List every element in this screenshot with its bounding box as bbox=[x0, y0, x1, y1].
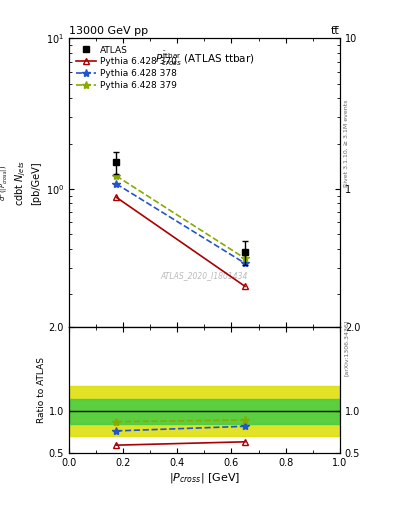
X-axis label: $|P_{cross}|$ [GeV]: $|P_{cross}|$ [GeV] bbox=[169, 471, 240, 485]
Bar bbox=[69, 399, 340, 424]
Text: Rivet 3.1.10, ≥ 3.1M events: Rivet 3.1.10, ≥ 3.1M events bbox=[344, 100, 349, 187]
Bar bbox=[69, 386, 340, 436]
Text: ATLAS_2020_I1801434: ATLAS_2020_I1801434 bbox=[161, 271, 248, 280]
Text: $P^{\bar{\mathrm{t}}\mathrm{tbar}}_{cross}$ (ATLAS ttbar): $P^{\bar{\mathrm{t}}\mathrm{tbar}}_{cros… bbox=[154, 50, 254, 68]
Text: [arXiv:1306.3436]: [arXiv:1306.3436] bbox=[344, 320, 349, 376]
Y-axis label: Ratio to ATLAS: Ratio to ATLAS bbox=[37, 357, 46, 423]
Y-axis label: $\frac{d^2\sigma}{d^2(|P_{cross}|)}$
cdbt $N_{jets}$
[pb/GeV]: $\frac{d^2\sigma}{d^2(|P_{cross}|)}$ cdb… bbox=[0, 160, 41, 206]
Legend: ATLAS, Pythia 6.428 370, Pythia 6.428 378, Pythia 6.428 379: ATLAS, Pythia 6.428 370, Pythia 6.428 37… bbox=[73, 43, 180, 93]
Text: tt̅: tt̅ bbox=[331, 26, 340, 36]
Text: 13000 GeV pp: 13000 GeV pp bbox=[69, 26, 148, 36]
